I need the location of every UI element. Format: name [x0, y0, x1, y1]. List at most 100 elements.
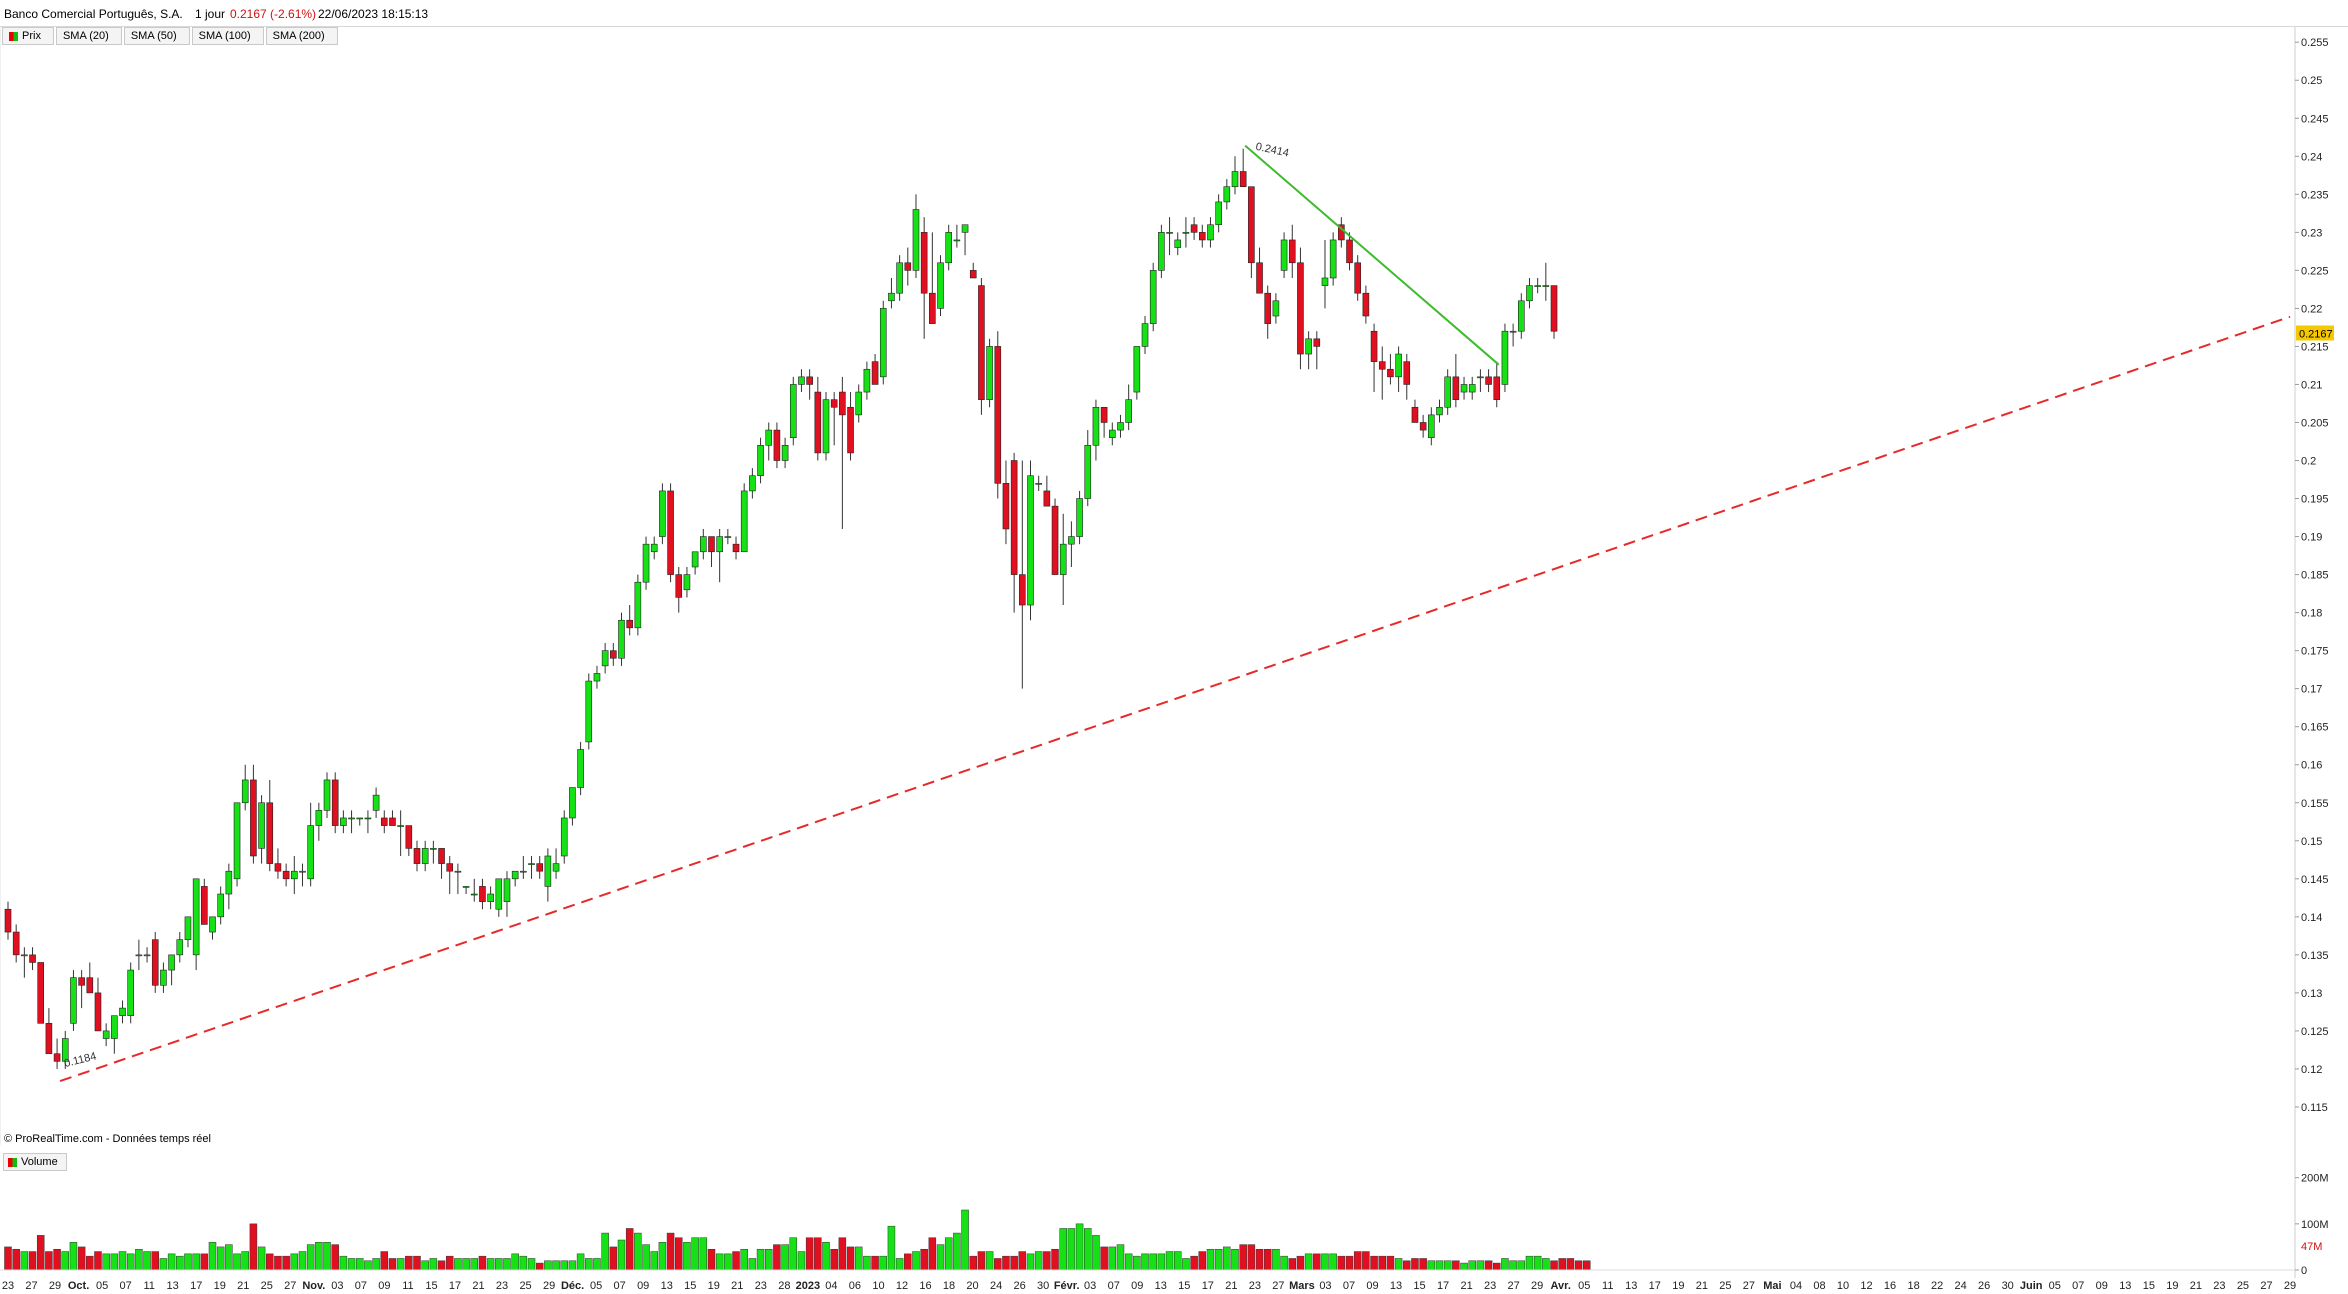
candle [920, 232, 928, 294]
x-tick-label: 07 [614, 1280, 626, 1292]
candle [1182, 232, 1190, 234]
volume-bar [1100, 1246, 1108, 1271]
x-tick-label: 07 [355, 1280, 367, 1292]
candle [1043, 490, 1051, 507]
volume-bar [666, 1232, 675, 1271]
candle [438, 848, 445, 864]
x-tick-label: 05 [2049, 1280, 2061, 1292]
volume-bar [928, 1237, 937, 1271]
x-tick-label: 21 [1225, 1280, 1237, 1292]
candle [225, 870, 233, 895]
volume-bar [1165, 1251, 1174, 1271]
volume-bar [634, 1232, 642, 1271]
candle [151, 939, 159, 986]
candle [45, 1023, 53, 1055]
candle [1092, 406, 1100, 446]
candle [1051, 505, 1059, 575]
candle [135, 954, 143, 957]
volume-bar [1108, 1246, 1117, 1271]
volume-bar [1452, 1260, 1460, 1271]
candle [299, 870, 306, 873]
volume-bar [740, 1248, 748, 1271]
candlestick-series [4, 148, 1558, 1069]
last-price-value: 0.2167 [2299, 328, 2333, 340]
y-tick-label: 0.235 [2301, 189, 2329, 201]
candle [871, 361, 879, 385]
volume-bar [1443, 1260, 1452, 1271]
candle [798, 376, 805, 385]
volume-bar [1157, 1253, 1166, 1271]
volume-bar [748, 1258, 757, 1271]
volume-tick-label: 200M [2301, 1173, 2329, 1185]
volume-bar [789, 1237, 798, 1271]
volume-bar [306, 1244, 315, 1271]
candle [184, 916, 192, 940]
candle [1419, 422, 1427, 431]
volume-bar [1403, 1260, 1411, 1271]
volume-bar [576, 1253, 585, 1271]
x-tick-label: 25 [2237, 1280, 2249, 1292]
candle [1207, 224, 1214, 241]
tab-volume[interactable]: Volume [3, 1153, 67, 1171]
candle [290, 870, 298, 880]
volume-bar [1419, 1258, 1427, 1271]
volume-bar [462, 1258, 470, 1271]
y-tick-label: 0.12 [2301, 1064, 2322, 1076]
attribution: © ProRealTime.com - Données temps réel [4, 1133, 211, 1145]
candle [560, 817, 568, 857]
candle [1534, 285, 1541, 287]
volume-tick-label: 0 [2301, 1265, 2307, 1277]
x-tick-label: 17 [1437, 1280, 1449, 1292]
candle [274, 863, 282, 872]
candle [413, 848, 421, 864]
tab-sma-100[interactable]: SMA (100) [191, 27, 264, 45]
volume-bar [495, 1258, 503, 1271]
candle [1019, 574, 1026, 606]
y-tick-label: 0.135 [2301, 950, 2329, 962]
candle [1117, 422, 1124, 431]
x-tick-label: 28 [778, 1280, 790, 1292]
volume-bar [1566, 1258, 1575, 1271]
volume-bar [560, 1260, 568, 1271]
candle [1141, 323, 1149, 347]
volume-bar [617, 1239, 626, 1271]
tab-label: Prix [22, 30, 41, 42]
candle [405, 825, 413, 849]
volume-bar [274, 1255, 282, 1271]
volume-bar [1460, 1262, 1468, 1271]
candle [1542, 285, 1550, 287]
volume-bar [683, 1242, 691, 1271]
candle [634, 581, 642, 629]
tab-prix[interactable]: Prix [2, 27, 54, 45]
candle [781, 444, 789, 461]
x-tick-label: 07 [120, 1280, 132, 1292]
tab-label: SMA (20) [62, 30, 109, 42]
period-label[interactable]: 1 jour [195, 7, 226, 21]
candle [1509, 330, 1517, 333]
tab-sma-20[interactable]: SMA (20) [55, 27, 122, 45]
x-tick-label: 21 [731, 1280, 743, 1292]
candle [912, 209, 920, 271]
x-tick-label: 07 [1108, 1280, 1120, 1292]
volume-bar [94, 1251, 102, 1271]
x-tick-label: 11 [402, 1280, 413, 1292]
volume-bar [1525, 1255, 1534, 1271]
x-tick-label: 05 [96, 1280, 108, 1292]
candle [1477, 376, 1484, 379]
volume-bar [151, 1251, 159, 1271]
volume-bar [936, 1244, 945, 1271]
candle [773, 429, 781, 461]
candle [1436, 406, 1443, 416]
candle [1362, 292, 1370, 317]
tab-sma-200[interactable]: SMA (200) [265, 27, 338, 45]
y-tick-label: 0.115 [2301, 1102, 2328, 1114]
volume-bar [396, 1258, 405, 1271]
tab-sma-50[interactable]: SMA (50) [123, 27, 190, 45]
candle [1084, 444, 1092, 499]
candle [217, 893, 224, 918]
candle [822, 399, 830, 454]
resistance-trendline [1244, 144, 1500, 366]
x-tick-label: 09 [1131, 1280, 1143, 1292]
